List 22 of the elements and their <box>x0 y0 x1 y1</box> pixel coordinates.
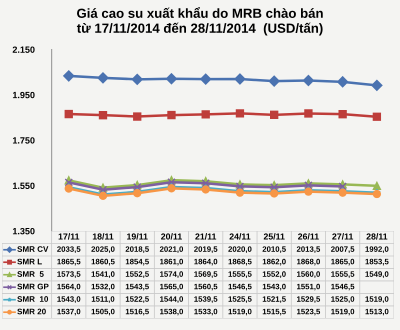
y-tick-label: 1.550 <box>12 182 35 189</box>
x-tick-label: 26/11 <box>298 233 319 240</box>
y-tick-label: 2.150 <box>12 46 35 53</box>
x-tick-label: 25/11 <box>264 233 285 240</box>
x-tick-label: 17/11 <box>58 233 80 240</box>
y-tick-label: 1.350 <box>12 228 35 234</box>
x-tick-label: 18/11 <box>92 233 114 240</box>
x-tick-label: 27/11 <box>332 233 354 240</box>
x-tick-label: 20/11 <box>161 233 182 240</box>
y-tick-label: 1.950 <box>12 92 35 98</box>
legend-label: SMR 20 <box>17 308 46 314</box>
y-tick-label: 1.750 <box>12 137 35 144</box>
legend-label: SMR 5 <box>17 271 44 277</box>
legend-label: SMR L <box>17 258 42 264</box>
x-tick-label: 19/11 <box>127 233 148 240</box>
legend-label: SMR GP <box>17 284 49 290</box>
x-tick-label: 24/11 <box>230 233 250 240</box>
x-tick-label: 21/11 <box>195 233 216 240</box>
legend-label: SMR CV <box>17 246 48 252</box>
chart-title: Giá cao su xuất khẩu do MRB chào bán từ 17/11/2014 đến 28/11/2014 (USD/tấn) <box>76 7 323 36</box>
x-tick-label: 28/11 <box>366 233 388 240</box>
legend-label: SMR 10 <box>17 296 48 302</box>
